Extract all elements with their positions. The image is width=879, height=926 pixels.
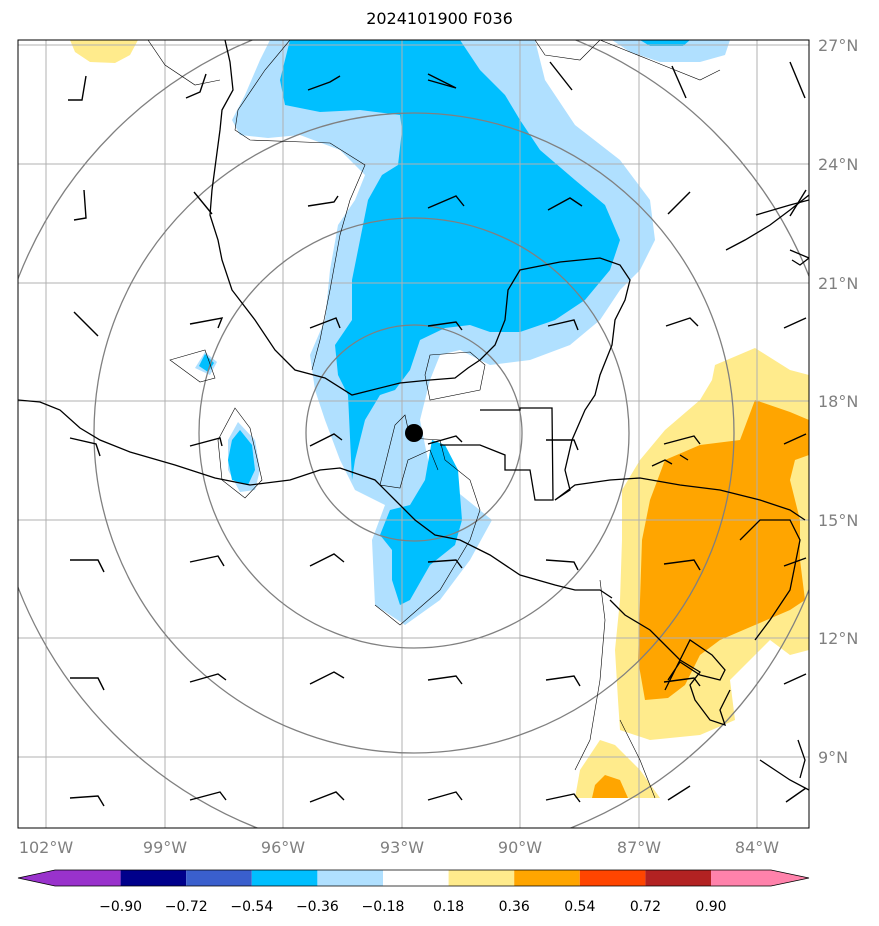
lat-label: 9°N (818, 748, 848, 767)
colorbar-label: 0.18 (433, 899, 464, 915)
colorbar-swatch (645, 870, 711, 886)
map-field (18, 40, 809, 828)
range-rings (18, 40, 809, 828)
colorbar-swatch (251, 870, 318, 886)
colorbar-swatch (317, 870, 383, 886)
lat-label: 18°N (818, 392, 858, 411)
map-title: 2024101900 F036 (366, 9, 513, 28)
colorbar-label: 0.36 (499, 899, 530, 915)
lat-label: 24°N (818, 155, 858, 174)
lon-label: 96°W (261, 838, 305, 857)
longitude-labels: 102°W 99°W 96°W 93°W 90°W 87°W 84°W (19, 838, 779, 857)
colorbar-label: 0.72 (630, 899, 661, 915)
lon-label: 93°W (380, 838, 424, 857)
lon-label: 87°W (617, 838, 661, 857)
map-frame (17, 39, 810, 829)
colorbar-swatch (448, 870, 515, 886)
colorbar-label: 0.90 (695, 899, 726, 915)
lon-label: 84°W (735, 838, 779, 857)
lon-label: 102°W (19, 838, 74, 857)
storm-center-marker (405, 424, 423, 442)
wind-barbs (68, 61, 807, 807)
colorbar-label: −0.54 (230, 899, 273, 915)
lat-label: 12°N (818, 629, 858, 648)
lat-label: 15°N (818, 511, 858, 530)
colorbar-swatch (383, 870, 449, 886)
lat-label: 21°N (818, 274, 858, 293)
colorbar-swatch (55, 870, 121, 886)
colorbar: −0.90 −0.72 −0.54 −0.36 −0.18 0.18 0.36 … (17, 869, 810, 915)
colorbar-swatch (579, 870, 646, 886)
lon-label: 99°W (143, 838, 187, 857)
colorbar-label: −0.18 (362, 899, 405, 915)
colorbar-extend-low (18, 870, 55, 886)
colorbar-swatch (120, 870, 187, 886)
colorbar-swatch (186, 870, 252, 886)
negative-shading (199, 40, 690, 605)
colorbar-label: −0.90 (99, 899, 142, 915)
lon-label: 90°W (498, 838, 542, 857)
colorbar-extend-high (711, 870, 809, 886)
positive-shading (592, 400, 809, 798)
graticule (18, 40, 809, 828)
lat-label: 27°N (818, 36, 858, 55)
colorbar-label: −0.36 (296, 899, 339, 915)
colorbar-label: −0.72 (165, 899, 208, 915)
colorbar-label: 0.54 (564, 899, 595, 915)
latitude-labels: 27°N 24°N 21°N 18°N 15°N 12°N 9°N (818, 36, 858, 767)
colorbar-swatch (514, 870, 580, 886)
